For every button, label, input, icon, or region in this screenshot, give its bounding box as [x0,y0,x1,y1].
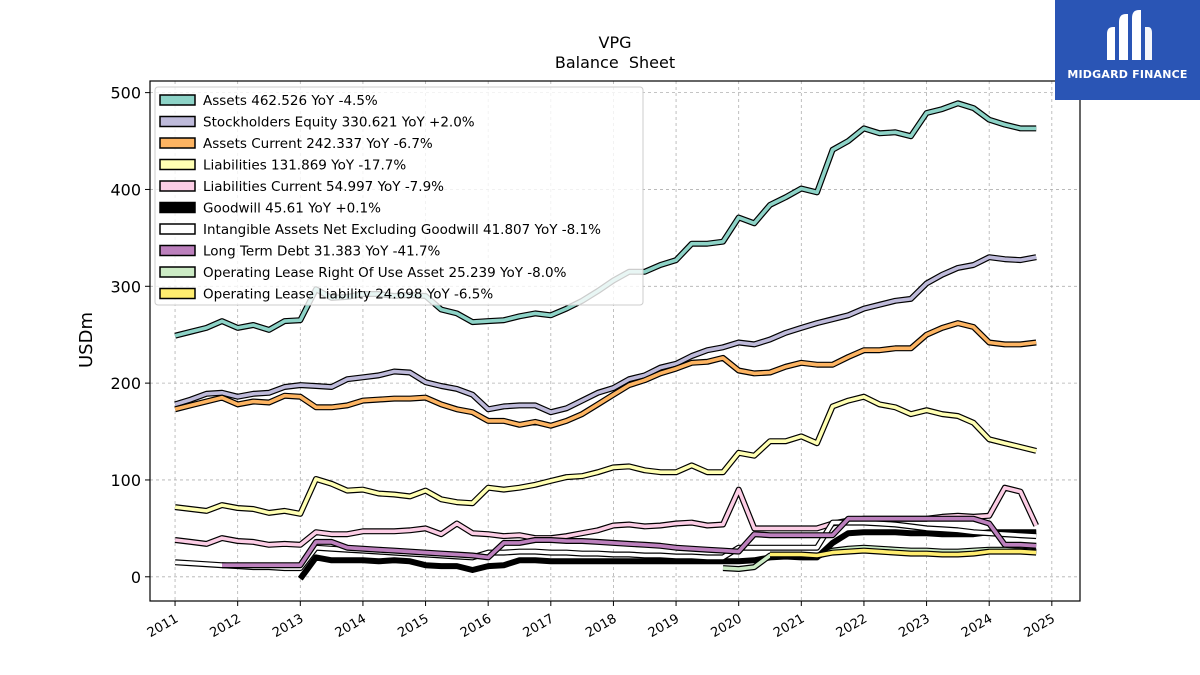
x-tick-label: 2020 [709,611,745,641]
series-line-stroke [174,321,1037,428]
legend-swatch [159,137,196,149]
legend-entry: Liabilities 131.869 YoY -17.7% [159,158,406,174]
x-tick-label: 2025 [1022,611,1058,641]
series-line [297,529,1037,581]
x-tick-label: 2021 [771,611,807,641]
x-tick-label: 2022 [834,611,870,641]
brand-name: MIDGARD FINANCE [1067,68,1188,81]
legend-swatch [159,223,196,235]
legend-label: Goodwill 45.61 YoY +0.1% [203,201,381,217]
x-tick-label: 2011 [145,611,181,641]
legend: Assets 462.526 YoY -4.5% Stockholders Equ… [154,86,644,306]
legend-entry: Stockholders Equity 330.621 YoY +2.0% [159,115,475,131]
legend-label: Operating Lease Right Of Use Asset 25.23… [203,265,567,281]
y-tick-label: 200 [110,374,141,393]
series-line-stroke [770,548,1037,558]
legend-label: Intangible Assets Net Excluding Goodwill… [203,222,601,238]
series-line-stroke [298,530,1037,580]
series-line-stroke [222,516,1037,568]
x-tick-label: 2018 [583,611,619,641]
legend-label: Long Term Debt 31.383 YoY -41.7% [203,244,441,260]
x-tick-label: 2017 [521,611,557,641]
legend-entry: Operating Lease Liability 24.698 YoY -6.… [159,287,493,303]
legend-entry: Goodwill 45.61 YoY +0.1% [159,201,381,217]
series-line-stroke [174,394,1037,516]
y-tick-label: 0 [131,568,141,587]
series-line-stroke [174,255,1037,415]
legend-swatch [159,201,196,214]
legend-entry: Assets Current 242.337 YoY -6.7% [159,136,433,152]
series-line [770,547,1037,559]
legend-label: Assets 462.526 YoY -4.5% [203,93,378,109]
chart-title: VPG [599,33,632,52]
series-line [174,254,1037,416]
series-line [174,320,1037,429]
x-tick-label: 2013 [270,611,306,641]
y-axis-ticks: 0 100 200 300 400 500 [110,84,150,587]
chart-subtitle: Balance Sheet [555,53,675,72]
x-tick-label: 2014 [333,611,369,641]
series-line [222,515,1037,569]
legend-box [154,86,644,306]
y-tick-label: 100 [110,471,141,490]
plot-frame [149,80,1081,602]
x-tick-label: 2012 [208,611,244,641]
legend-label: Operating Lease Liability 24.698 YoY -6.… [203,287,493,303]
y-tick-label: 400 [110,180,141,199]
x-tick-label: 2015 [395,611,431,641]
legend-swatch [159,266,196,278]
series-line [174,393,1037,517]
brand-logo: MIDGARD FINANCE [1055,0,1200,100]
legend-swatch [159,94,196,106]
legend-entry: Liabilities Current 54.997 YoY -7.9% [159,179,444,195]
legend-swatch [159,158,196,171]
legend-label: Liabilities Current 54.997 YoY -7.9% [203,179,444,195]
series-line-stroke [174,520,1037,570]
legend-entry: Operating Lease Right Of Use Asset 25.23… [159,265,567,281]
brand-logo-icon [1107,10,1152,60]
legend-label: Assets Current 242.337 YoY -6.7% [203,136,433,152]
y-axis-label: USDm [76,312,97,368]
legend-entry: Assets 462.526 YoY -4.5% [159,93,378,109]
legend-swatch [159,115,196,128]
legend-swatch [159,287,196,300]
y-tick-label: 500 [110,84,141,103]
x-axis-ticks: 2011 2012 2013 2014 2015 2016 2017 2018 2019 2020… [145,601,1058,641]
x-tick-label: 2016 [458,611,494,641]
legend-entry: Long Term Debt 31.383 YoY -41.7% [159,244,441,260]
legend-label: Liabilities 131.869 YoY -17.7% [203,158,406,174]
x-tick-label: 2024 [959,611,995,641]
series-line [174,519,1037,572]
x-tick-label: 2023 [896,611,932,641]
x-tick-label: 2019 [646,611,682,641]
legend-entry: Intangible Assets Net Excluding Goodwill… [159,222,601,238]
legend-label: Stockholders Equity 330.621 YoY +2.0% [203,115,475,131]
legend-swatch [159,244,196,257]
y-tick-label: 300 [110,277,141,296]
legend-swatch [159,180,196,192]
